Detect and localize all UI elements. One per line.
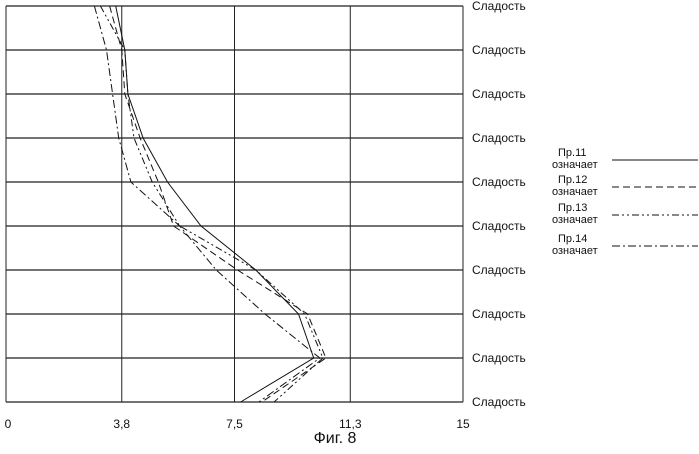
category-label: Сладость [472,131,526,145]
series-line-13 [100,6,323,402]
series-lines [94,6,326,402]
legend-label: Пр.14 [558,233,587,245]
legend: Пр.11означаетПр.12означаетПр.13означаетП… [552,147,698,257]
series-line-11 [116,6,314,402]
category-labels: Сладость Сладость Сладость Сладость Сладость… [472,0,526,409]
category-label: Сладость [472,351,526,365]
category-label: Сладость [472,0,526,13]
legend-entry: Пр.12означает [552,174,698,198]
figure-caption: Фиг. 8 [300,430,370,448]
legend-label: означает [552,214,598,226]
legend-label: означает [552,245,598,257]
x-tick-label: 7,5 [226,417,243,431]
x-axis-ticks: 0 3,8 7,5 11,3 15 [5,417,470,431]
grid [6,6,463,402]
legend-entry: Пр.14означает [552,233,698,257]
category-label: Сладость [472,87,526,101]
legend-label: означает [552,186,598,198]
category-label: Сладость [472,263,526,277]
legend-label: означает [552,159,598,171]
category-label: Сладость [472,175,526,189]
series-line-12 [110,6,326,402]
legend-label: Пр.12 [558,174,587,186]
legend-entry: Пр.11означает [552,147,698,171]
legend-label: Пр.11 [558,147,587,159]
series-line-14 [94,6,319,402]
category-label: Сладость [472,307,526,321]
legend-entry: Пр.13означает [552,202,698,226]
x-tick-label: 11,3 [339,417,362,431]
x-tick-label: 0 [5,417,12,431]
category-label: Сладость [472,43,526,57]
category-label: Сладость [472,219,526,233]
legend-label: Пр.13 [558,202,587,214]
category-label: Сладость [472,395,526,409]
x-tick-label: 3,8 [113,417,130,431]
x-tick-label: 15 [456,417,470,431]
